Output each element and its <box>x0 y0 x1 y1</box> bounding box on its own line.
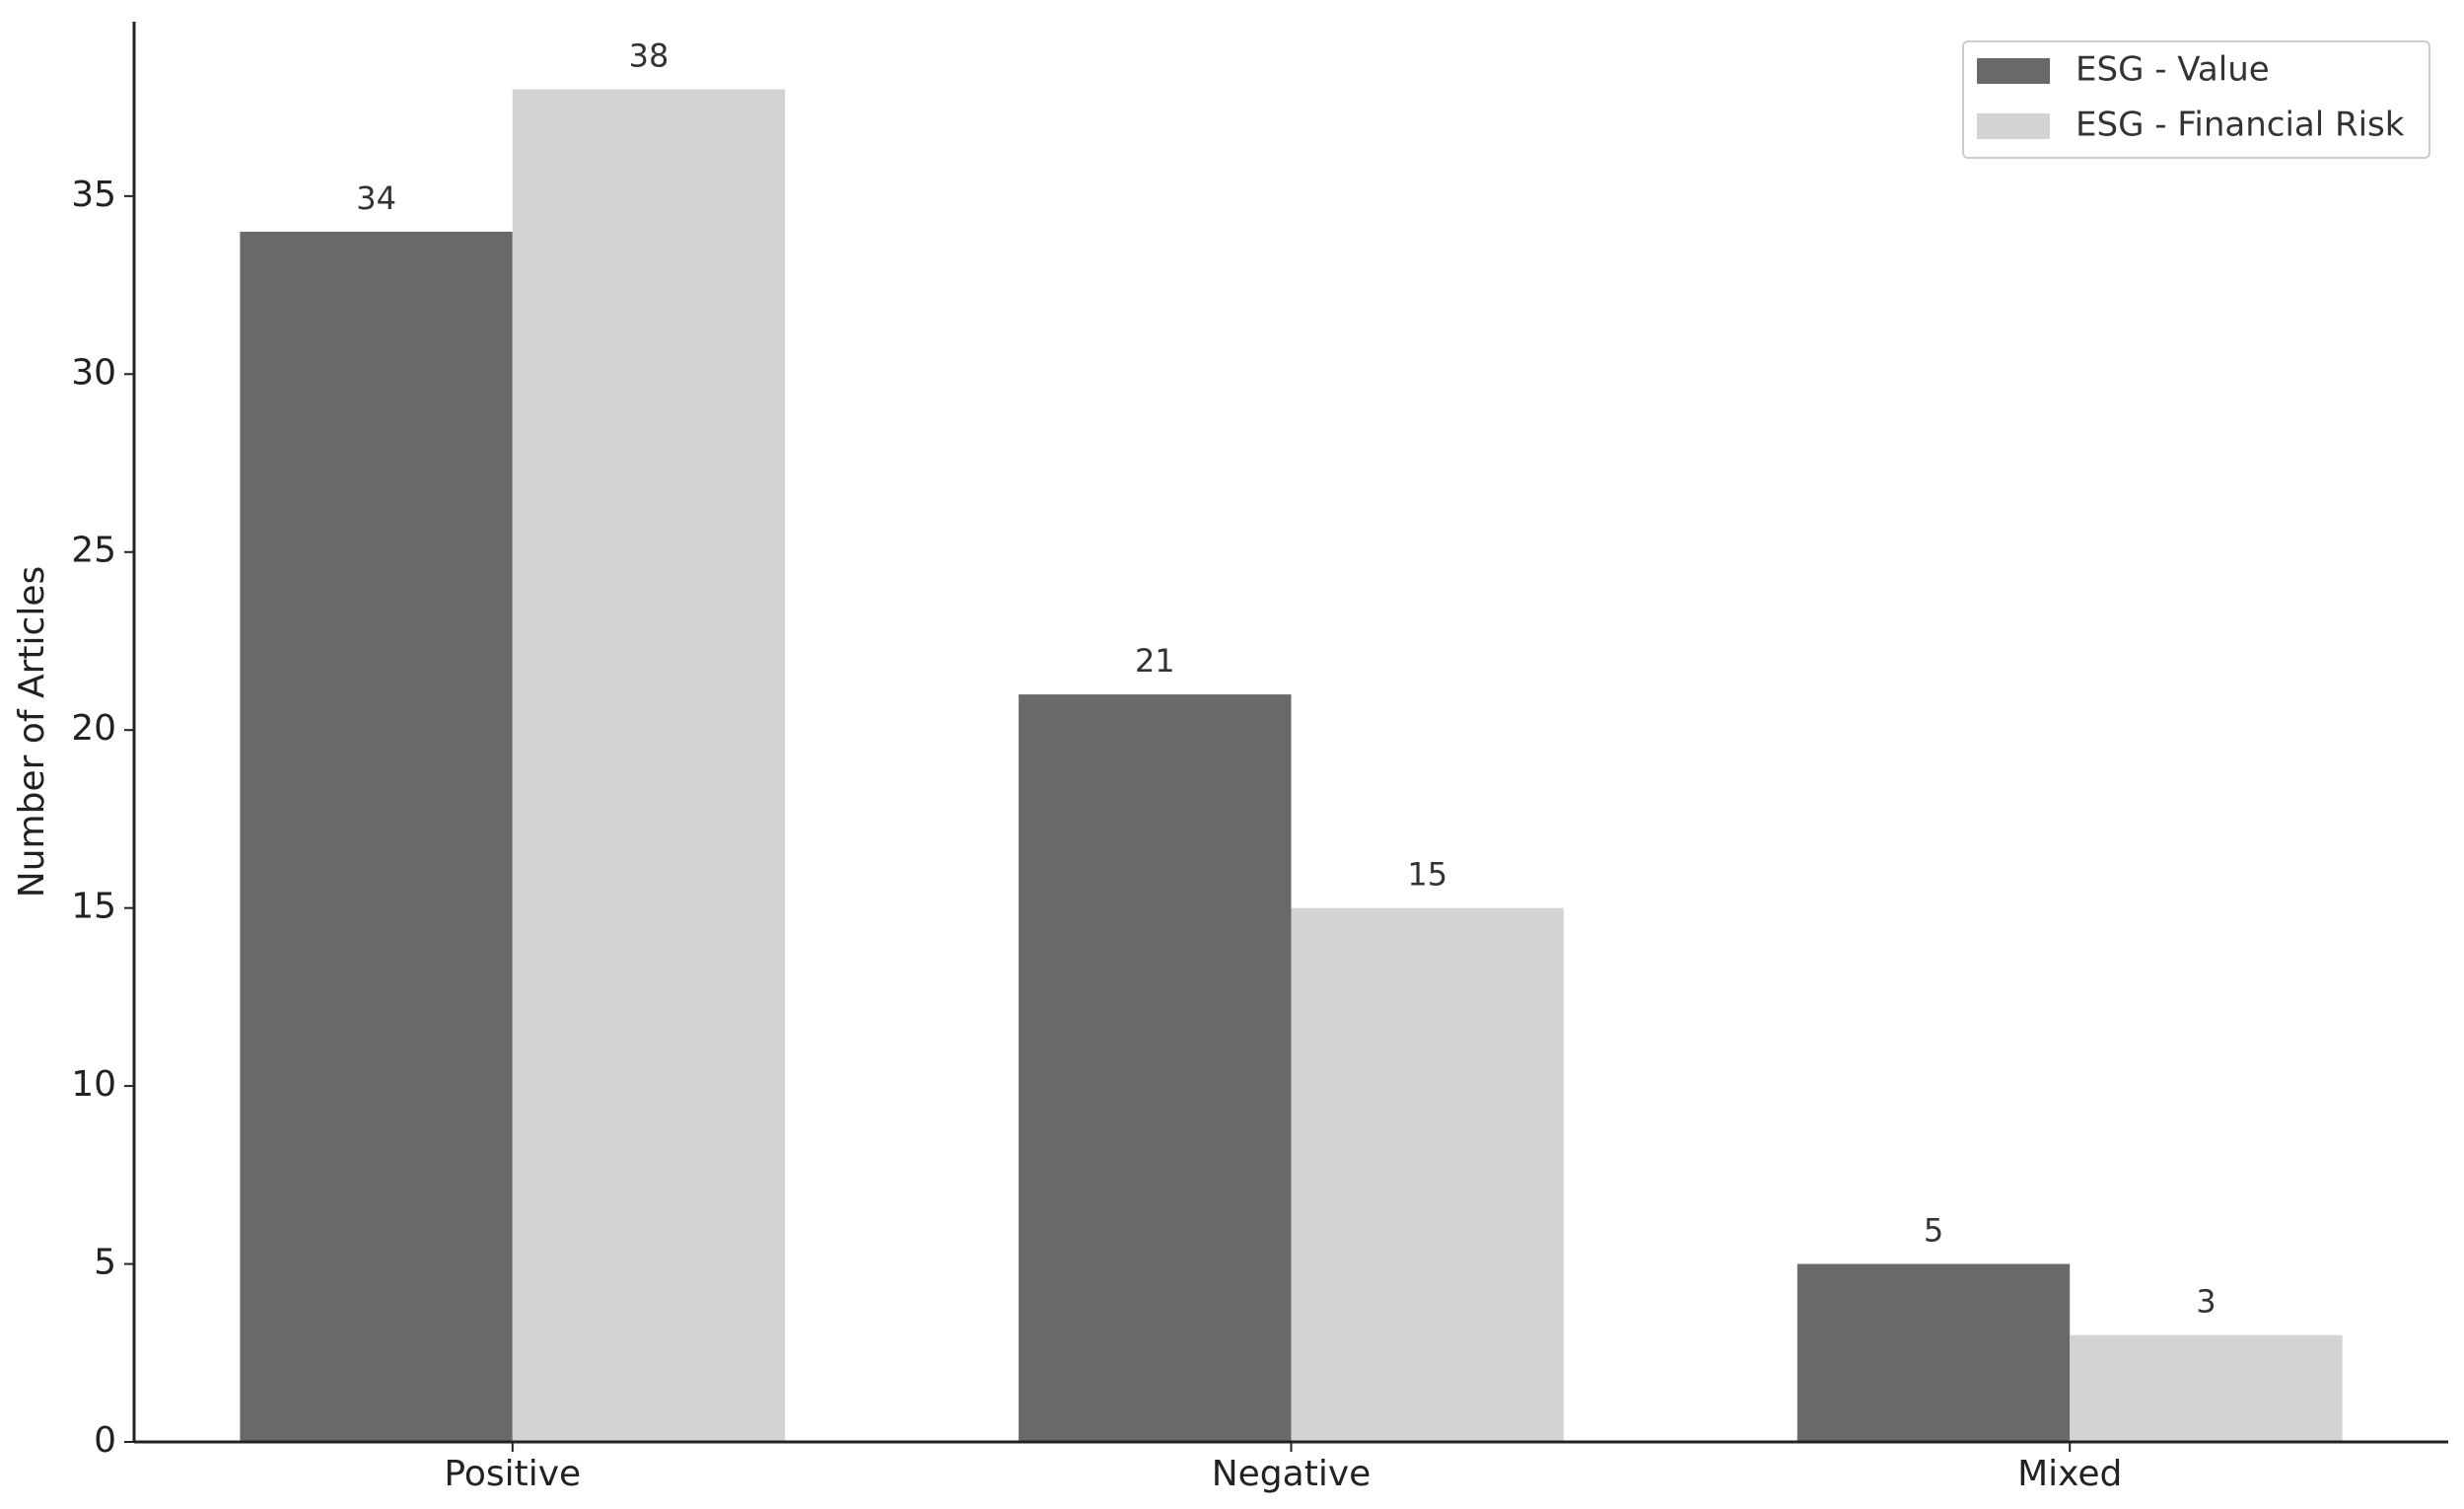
bar <box>512 89 786 1443</box>
data-label: 34 <box>356 180 396 217</box>
y-tick-label: 25 <box>71 531 116 571</box>
y-tick-label: 35 <box>71 175 116 215</box>
y-tick-label: 10 <box>71 1064 116 1105</box>
data-label: 5 <box>1924 1212 1943 1250</box>
y-tick-label: 5 <box>94 1243 116 1283</box>
x-tick-label: Positive <box>444 1454 581 1494</box>
y-tick-label: 15 <box>71 887 116 927</box>
x-tick-label: Negative <box>1212 1454 1372 1494</box>
y-tick-label: 0 <box>94 1420 116 1461</box>
y-axis-label: Number of Articles <box>12 566 52 898</box>
legend-swatch <box>1977 58 2050 84</box>
legend-box <box>1962 40 2430 159</box>
bar <box>240 231 513 1442</box>
legend-swatch <box>1977 113 2050 139</box>
data-label: 21 <box>1135 642 1175 680</box>
bar <box>1796 1263 2071 1442</box>
data-label: 38 <box>629 37 669 75</box>
y-tick-label: 20 <box>71 708 116 749</box>
data-label: 15 <box>1407 856 1447 894</box>
legend-label: ESG - Value <box>2076 50 2270 90</box>
y-tick-label: 30 <box>71 352 116 393</box>
x-tick-label: Mixed <box>2017 1454 2122 1494</box>
bar <box>1291 907 1564 1442</box>
data-label: 3 <box>2196 1283 2216 1321</box>
bar <box>1019 694 1292 1442</box>
bar <box>2070 1334 2343 1442</box>
legend-label: ESG - Financial Risk <box>2076 106 2405 145</box>
